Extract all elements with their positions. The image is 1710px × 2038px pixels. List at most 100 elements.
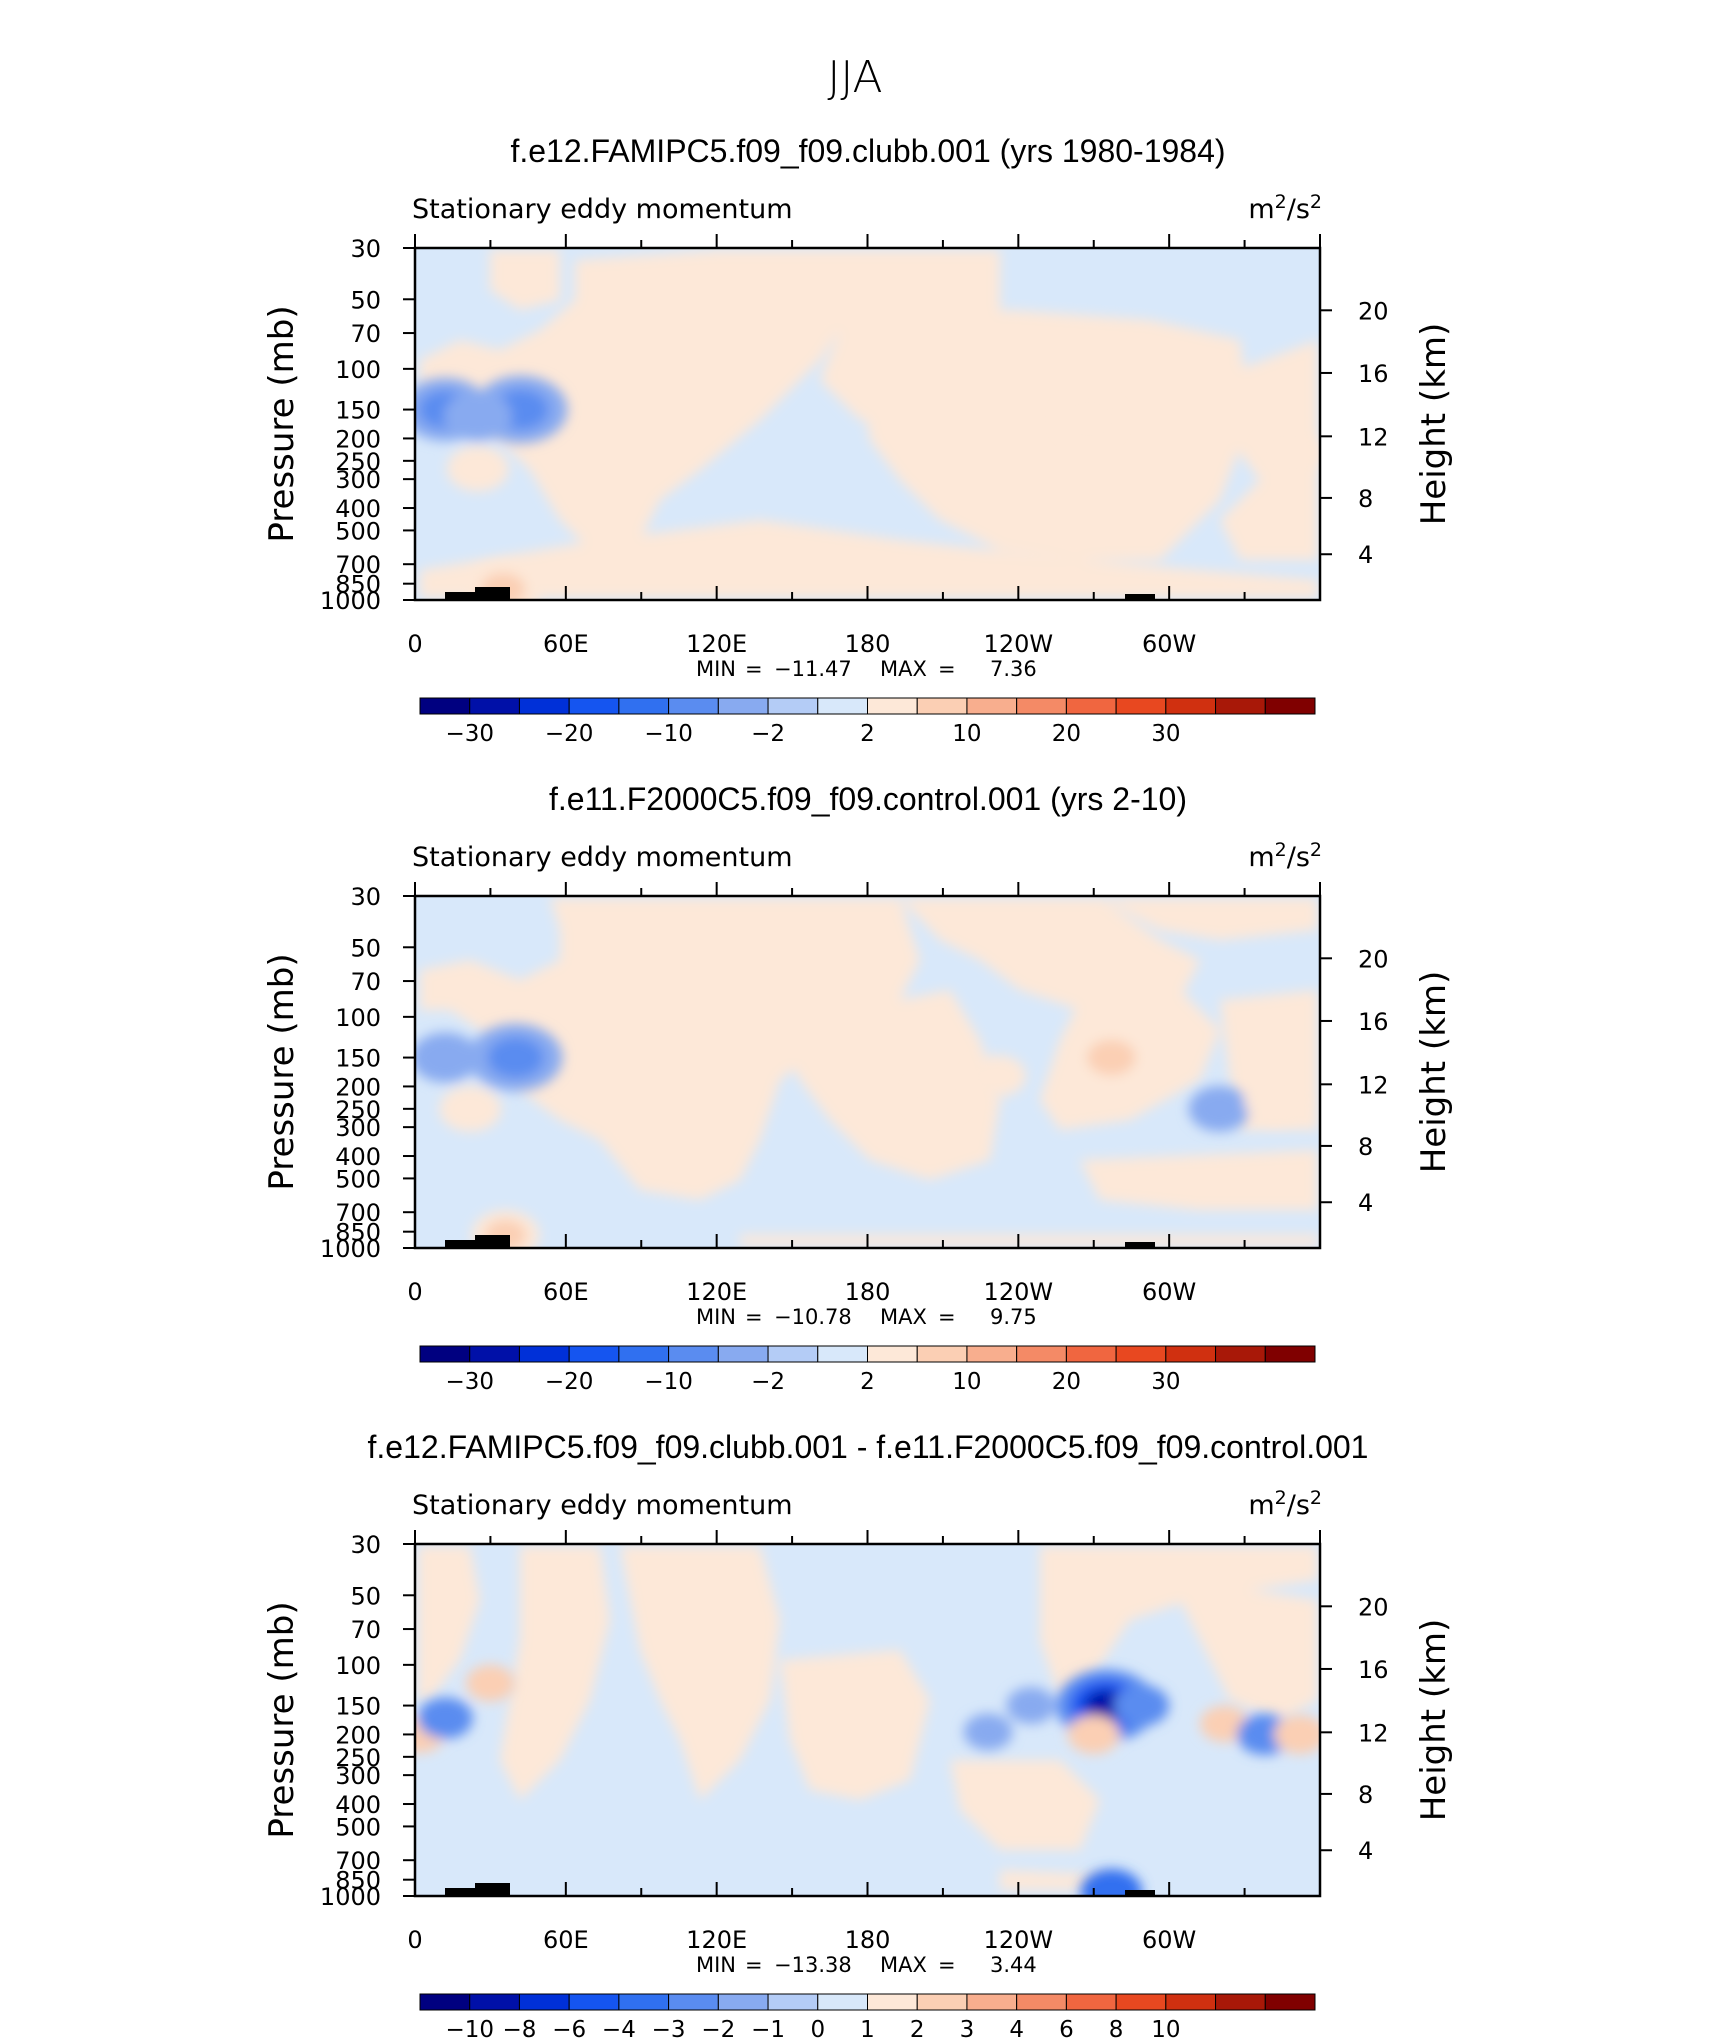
colorbar-swatch (717, 697, 769, 715)
warm-area (418, 1546, 480, 1700)
colorbar-swatch (717, 1993, 769, 2011)
y-axis-right-title: Height (km) (1414, 1619, 1454, 1822)
positive-contour-cell (1243, 1077, 1306, 1124)
topography (445, 592, 475, 600)
figure-title: JJA (827, 52, 882, 103)
y-tick-label: 850 (335, 1219, 381, 1247)
colorbar: −30 −20 −10 −2 2 10 20 30 (419, 1345, 1316, 1395)
colorbar-label: 1 (860, 2017, 875, 2038)
x-axis: 0 60E 120E 180 120W 60W (407, 882, 1321, 1306)
negative-contour-cell (424, 1042, 466, 1073)
colorbar-swatch (518, 1993, 570, 2011)
colorbar-label: 2 (860, 721, 875, 747)
height-tick-label: 4 (1358, 1837, 1373, 1865)
colorbar-label: 3 (960, 2017, 975, 2038)
colorbar-swatch (618, 697, 670, 715)
colorbar-swatch (916, 1345, 968, 1363)
topography (1125, 1890, 1155, 1896)
colorbar-swatch (1065, 1993, 1117, 2011)
y-tick-label: 30 (350, 235, 381, 263)
colorbar-label: −30 (445, 1369, 494, 1395)
colorbar-label: −10 (644, 721, 693, 747)
svg-text:=: = (938, 1305, 956, 1329)
panel-title: f.e11.F2000C5.f09_f09.control.001 (yrs 2… (549, 781, 1187, 817)
y-tick-label: 500 (335, 1165, 381, 1193)
colorbar-swatch (419, 1993, 471, 2011)
negative-contour-cell (417, 1697, 473, 1739)
colorbar-swatch (1115, 1993, 1167, 2011)
height-tick-label: 20 (1358, 945, 1389, 973)
svg-text:MIN: MIN (696, 657, 736, 681)
x-tick-label: 0 (407, 1278, 422, 1306)
y-tick-label: 30 (350, 883, 381, 911)
y-tick-label: 200 (335, 1073, 381, 1101)
min-max-readout: MIN = −13.38 MAX = 3.44 (696, 1953, 1037, 1977)
y-tick-label: 850 (335, 571, 381, 599)
field-warm-areas (418, 1546, 1318, 1890)
colorbar-swatch (668, 1345, 719, 1363)
positive-contour-cell (1067, 1714, 1120, 1754)
svg-text:MIN: MIN (696, 1305, 736, 1329)
y-axis-left-title: Pressure (mb) (262, 953, 302, 1190)
colorbar-swatch (1165, 1993, 1217, 2011)
colorbar-label: 20 (1052, 721, 1081, 747)
height-tick-label: 12 (1358, 423, 1389, 451)
field-warm-areas (420, 250, 1318, 598)
y-tick-label: 100 (335, 1652, 381, 1680)
svg-text:=: = (938, 657, 956, 681)
y-tick-label: 1000 (320, 1235, 381, 1263)
colorbar-label: −30 (445, 721, 494, 747)
colorbar-swatch (767, 1345, 819, 1363)
height-tick-label: 8 (1358, 485, 1373, 513)
topography (475, 587, 510, 600)
positive-contour-cell (466, 1664, 515, 1702)
y-tick-label: 50 (350, 1582, 381, 1610)
negative-contour-cell (1006, 1687, 1056, 1724)
max-value: 9.75 (990, 1305, 1037, 1329)
height-tick-label: 8 (1358, 1781, 1373, 1809)
colorbar-label: −10 (445, 2017, 494, 2038)
colorbar-swatch (1016, 1345, 1067, 1363)
colorbar-label: 2 (910, 2017, 925, 2038)
colorbar-swatch (1215, 1993, 1266, 2011)
y-axis-right-title: Height (km) (1414, 971, 1454, 1174)
colorbar-label: −10 (644, 1369, 693, 1395)
colorbar-swatch (568, 1993, 620, 2011)
positive-contour-cell (439, 1086, 502, 1132)
colorbar-swatch (469, 697, 520, 715)
panel-title: f.e12.FAMIPC5.f09_f09.clubb.001 (yrs 198… (510, 133, 1225, 169)
units-label: m2/s2 (1248, 1487, 1322, 1521)
negative-contour-cell (457, 401, 499, 432)
colorbar-swatch (867, 697, 918, 715)
height-tick-label: 4 (1358, 1189, 1373, 1217)
topography (1125, 594, 1155, 600)
warm-area (860, 310, 1250, 560)
min-value: −10.78 (774, 1305, 852, 1329)
x-tick-label: 60E (543, 1926, 589, 1954)
warm-area (490, 250, 560, 310)
negative-contour-cell (963, 1713, 1013, 1751)
contour-field (415, 1546, 1320, 1896)
colorbar-label: −1 (751, 2017, 785, 2038)
positive-contour-cell (1057, 396, 1120, 442)
svg-text:=: = (938, 1953, 956, 1977)
colorbar-swatch (618, 1993, 670, 2011)
height-tick-label: 8 (1358, 1133, 1373, 1161)
y-tick-label: 700 (335, 551, 381, 579)
panel-title: f.e12.FAMIPC5.f09_f09.clubb.001 - f.e11.… (368, 1429, 1369, 1465)
y-tick-label: 300 (335, 1114, 381, 1142)
y-axis-right: 20 16 12 8 4 (1320, 297, 1389, 569)
colorbar-swatch (1065, 1345, 1117, 1363)
positive-contour-cell (910, 1075, 966, 1117)
warm-area (420, 898, 920, 1200)
y-tick-label: 400 (335, 1143, 381, 1171)
warm-area (420, 250, 840, 560)
colorbar-swatch (817, 1345, 868, 1363)
y-axis-right-title: Height (km) (1414, 323, 1454, 526)
y-axis-left-title: Pressure (mb) (262, 1601, 302, 1838)
y-tick-label: 300 (335, 1762, 381, 1790)
y-tick-label: 200 (335, 425, 381, 453)
y-tick-label: 850 (335, 1867, 381, 1895)
y-tick-label: 100 (335, 1004, 381, 1032)
